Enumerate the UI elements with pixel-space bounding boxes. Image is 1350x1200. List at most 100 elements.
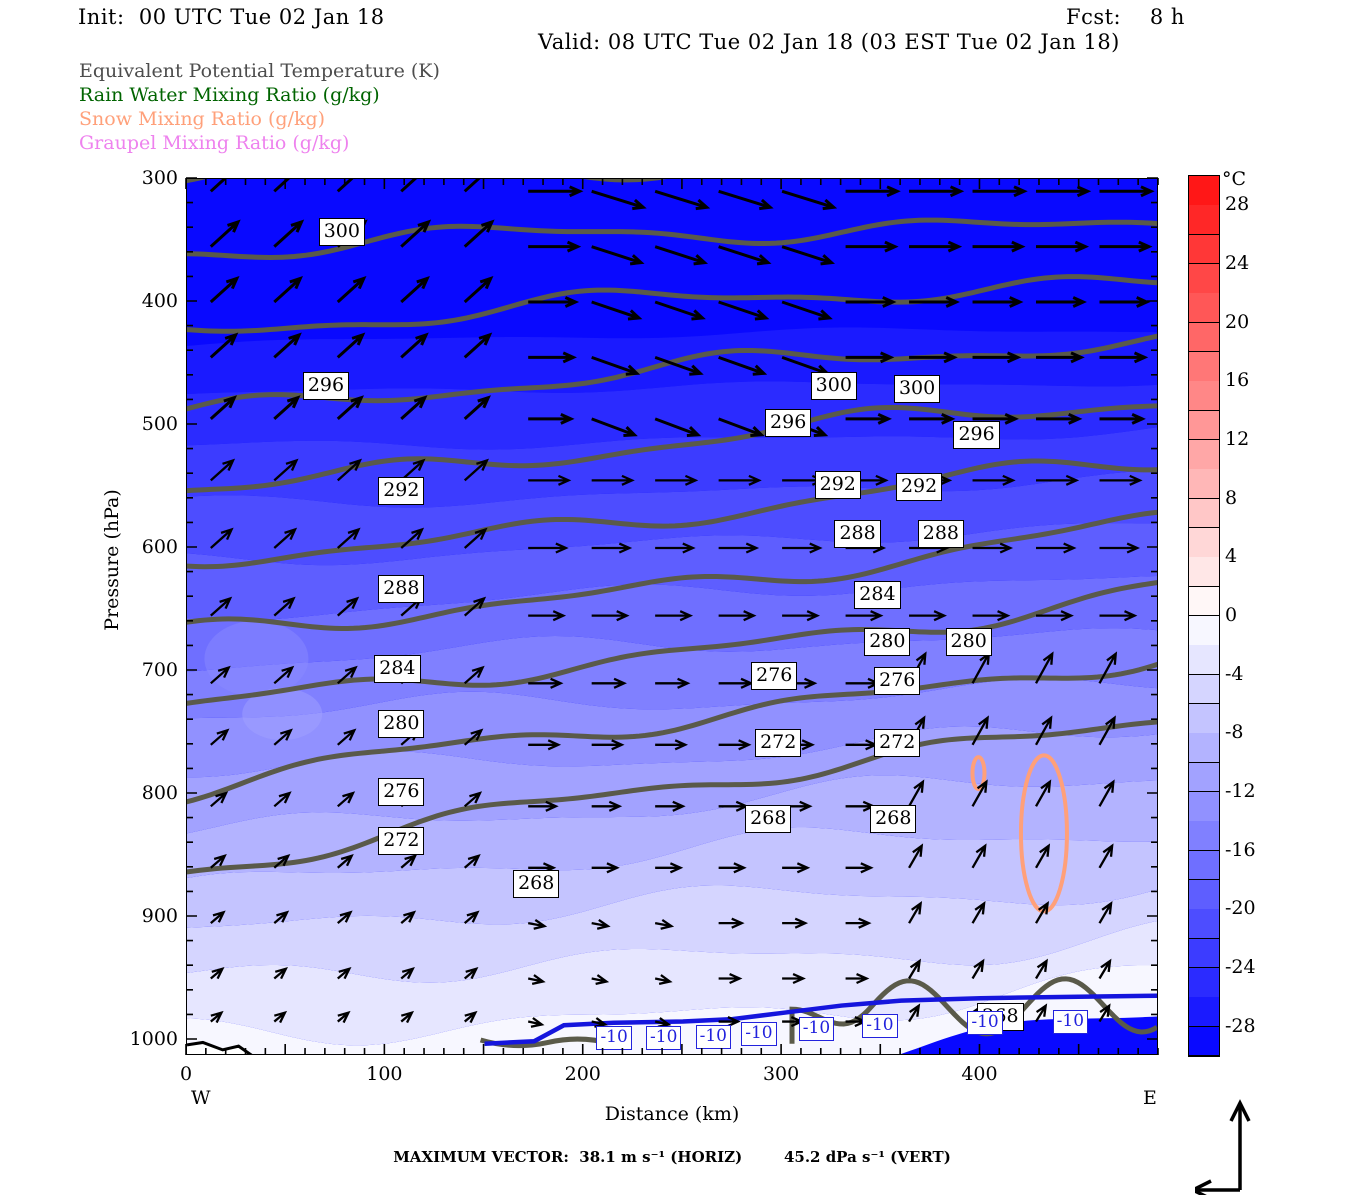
west-label: W (191, 1087, 211, 1109)
theta-e-contour-label: 296 (765, 409, 812, 437)
plot-area (186, 178, 1158, 1055)
colorbar-label-8: 8 (1225, 486, 1238, 509)
forecast-hour-label: Fcst: 8 h (1066, 5, 1185, 29)
colorbar-label-24: 24 (1225, 252, 1250, 274)
theta-e-contour-label: 272 (755, 728, 802, 757)
theta-e-contour-label: 288 (917, 519, 965, 548)
theta-e-contour-label: 292 (895, 472, 943, 501)
theta-e-contour-label: 272 (378, 827, 425, 856)
colorbar-band (1189, 938, 1219, 969)
colorbar-band (1189, 322, 1219, 353)
legend-graupel: Graupel Mixing Ratio (g/kg) (79, 132, 350, 154)
rain-water-contour-label: -10 (967, 1011, 1003, 1036)
theta-e-contour-label: 280 (864, 627, 911, 656)
theta-e-contour-label: 288 (378, 575, 425, 604)
colorbar-band (1189, 176, 1219, 206)
colorbar-band (1189, 674, 1219, 705)
theta-e-contour-label: 268 (513, 870, 560, 899)
theta-e-contour-label: 292 (814, 470, 861, 499)
rain-water-contour-label: -10 (1052, 1010, 1089, 1035)
colorbar-band (1189, 264, 1219, 294)
theta-e-contour-label: 300 (893, 374, 941, 403)
rain-water-contour-label: -10 (862, 1013, 898, 1038)
theta-e-contour-label: 272 (874, 728, 921, 757)
rain-water-contour-label: -10 (741, 1022, 777, 1047)
theta-e-contour-label: 284 (854, 581, 901, 610)
colorbar-band (1189, 410, 1219, 441)
x-tick-300: 300 (762, 1063, 800, 1085)
colorbar-band (1189, 498, 1219, 529)
legend-theta-e: Equivalent Potential Temperature (K) (79, 60, 440, 82)
theta-e-contour-label: 268 (745, 805, 792, 834)
colorbar-label-0: 0 (1225, 604, 1238, 626)
colorbar-label-16: 16 (1225, 369, 1250, 392)
theta-e-contour-label: 296 (302, 372, 350, 401)
x-axis-title: Distance (km) (604, 1103, 740, 1125)
colorbar (1188, 175, 1220, 1057)
colorbar-band (1189, 1026, 1219, 1057)
legend-rain-water: Rain Water Mixing Ratio (g/kg) (79, 84, 380, 106)
colorbar-band (1189, 234, 1219, 265)
y-tick-700: 700 (141, 659, 178, 681)
colorbar-label--24: -24 (1225, 956, 1256, 978)
theta-e-contour-label: 296 (953, 421, 1000, 450)
init-time-label: Init: 00 UTC Tue 02 Jan 18 (78, 5, 385, 29)
colorbar-band (1189, 293, 1219, 324)
legend-snow: Snow Mixing Ratio (g/kg) (79, 108, 326, 130)
colorbar-band (1189, 733, 1219, 764)
theta-e-contour-label: 284 (374, 655, 421, 683)
y-tick-600: 600 (141, 536, 178, 558)
theta-e-contour-label: 276 (874, 667, 921, 696)
rain-water-contour-label: -10 (695, 1024, 731, 1049)
theta-e-contour-label: 280 (378, 710, 425, 739)
colorbar-band (1189, 440, 1219, 470)
valid-time-label: Valid: 08 UTC Tue 02 Jan 18 (03 EST Tue … (538, 30, 1120, 54)
x-tick-400: 400 (961, 1063, 998, 1085)
colorbar-band (1189, 850, 1219, 881)
colorbar-label--20: -20 (1225, 897, 1256, 920)
theta-e-contour-label: 300 (810, 372, 857, 401)
colorbar-label--12: -12 (1225, 780, 1256, 802)
colorbar-band (1189, 762, 1219, 793)
colorbar-band (1189, 821, 1219, 852)
colorbar-band (1189, 616, 1219, 646)
colorbar-band (1189, 997, 1219, 1028)
theta-e-contour-label: 280 (945, 627, 992, 656)
y-tick-900: 900 (141, 905, 178, 927)
colorbar-label-12: 12 (1225, 428, 1250, 450)
temperature-field (187, 179, 1157, 1054)
colorbar-band (1189, 528, 1219, 558)
theta-e-contour-label: 276 (751, 662, 798, 691)
colorbar-band (1189, 352, 1219, 382)
x-tick-200: 200 (564, 1063, 601, 1085)
colorbar-band (1189, 909, 1219, 940)
cross-section-plot: 300 296 292 288 284 280 276 272 268 300 300 296 296 2… (185, 177, 1159, 1055)
colorbar-band (1189, 557, 1219, 588)
colorbar-band (1189, 586, 1219, 617)
theta-e-contour-label: 268 (870, 805, 917, 834)
theta-e-contour-label: 276 (378, 778, 425, 806)
colorbar-band (1189, 645, 1219, 676)
colorbar-label--8: -8 (1225, 721, 1244, 744)
colorbar-label-20: 20 (1225, 310, 1250, 333)
rain-water-contour-label: -10 (596, 1026, 632, 1050)
colorbar-band (1189, 968, 1219, 998)
y-tick-300: 300 (141, 167, 178, 189)
colorbar-band (1189, 704, 1219, 734)
y-axis-title: Pressure (hPa) (101, 489, 123, 631)
vector-scale-key (1195, 1099, 1251, 1195)
x-tick-0: 0 (179, 1063, 193, 1085)
colorbar-label--28: -28 (1225, 1014, 1256, 1037)
colorbar-label--16: -16 (1225, 838, 1256, 861)
colorbar-units-label: °C (1222, 168, 1247, 190)
colorbar-band (1189, 205, 1219, 236)
y-tick-400: 400 (141, 290, 178, 312)
colorbar-label--4: -4 (1225, 662, 1244, 685)
y-tick-800: 800 (141, 782, 178, 804)
theta-e-contour-label: 300 (318, 218, 365, 247)
east-label: E (1143, 1087, 1157, 1109)
colorbar-band (1189, 469, 1219, 500)
colorbar-label-4: 4 (1225, 545, 1238, 568)
y-tick-1000: 1000 (129, 1028, 178, 1050)
colorbar-band (1189, 792, 1219, 822)
